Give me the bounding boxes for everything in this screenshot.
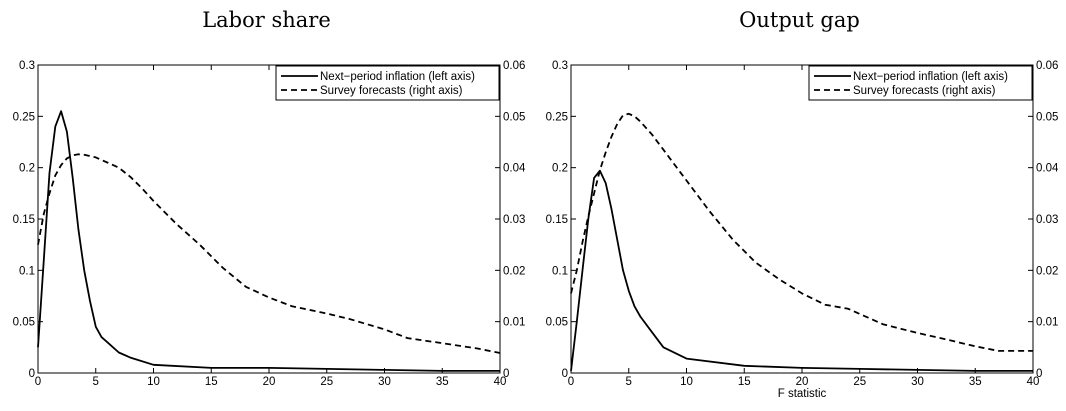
- legend-label: Survey forecasts (right axis): [853, 85, 996, 97]
- legend-box: [275, 65, 500, 101]
- y-tick-label-right: 0: [1036, 368, 1042, 380]
- y-tick-label-left: 0.25: [546, 111, 568, 123]
- y-tick-label-right: 0.03: [1036, 214, 1058, 226]
- y-tick-label-left: 0.1: [19, 265, 35, 277]
- y-tick-label-right: 0: [503, 368, 509, 380]
- y-tick-label-left: 0: [562, 368, 568, 380]
- y-tick-label-left: 0.15: [546, 214, 568, 226]
- chart-title: Output gap: [739, 8, 860, 32]
- y-tick-label-right: 0.01: [503, 317, 525, 329]
- plot-frame: [570, 64, 1034, 374]
- y-tick-label-left: 0.2: [552, 163, 568, 175]
- y-tick-label-right: 0.05: [503, 111, 525, 123]
- x-tick-label: 0: [568, 376, 574, 388]
- y-tick-label-right: 0.02: [1036, 265, 1058, 277]
- y-tick-label-right: 0.03: [503, 214, 525, 226]
- y-tick-label-left: 0.3: [552, 60, 568, 72]
- y-tick-label-right: 0.04: [503, 163, 526, 175]
- chart-title: Labor share: [202, 8, 331, 32]
- y-tick-label-right: 0.06: [1036, 60, 1058, 72]
- x-tick-label: 25: [853, 376, 866, 388]
- plot-frame: [37, 64, 501, 374]
- y-tick-label-left: 0.05: [546, 317, 568, 329]
- legend-label: Next−period inflation (left axis): [853, 71, 1008, 83]
- y-tick-label-left: 0.1: [552, 265, 568, 277]
- chart-panel-labor-share: Labor share 0 5 10 15 20 25 30 35 40 0 0.05 0.1 0.15…: [13, 8, 526, 388]
- x-tick-label: 10: [147, 376, 160, 388]
- x-tick-label: 35: [969, 376, 982, 388]
- y-tick-label-right: 0.02: [503, 265, 525, 277]
- y-tick-label-right: 0.06: [503, 60, 525, 72]
- x-tick-label: 0: [35, 376, 41, 388]
- x-tick-label: 35: [436, 376, 449, 388]
- y-tick-label-right: 0.01: [1036, 317, 1058, 329]
- x-tick-label: 15: [205, 376, 218, 388]
- x-tick-label: 20: [796, 376, 809, 388]
- y-tick-label-left: 0.25: [13, 111, 35, 123]
- x-axis-label: F statistic: [778, 388, 827, 400]
- y-tick-label-left: 0.05: [13, 317, 35, 329]
- x-tick-label: 5: [626, 376, 632, 388]
- series-line-0: [570, 169, 1033, 372]
- x-tick-label: 20: [263, 376, 276, 388]
- x-tick-label: 10: [680, 376, 693, 388]
- chart-panel-output-gap: Output gap 0 5 10 15 20 25 30 35 40 0 0.05 0.1 0.15 0…: [533, 0, 1066, 411]
- series-line-1: [570, 112, 1033, 352]
- x-tick-label: 30: [378, 376, 391, 388]
- chart-labor-share: 0 5 10 15 20 25 30 35 4000.050.10.150.20.250.300…: [13, 60, 526, 388]
- legend-box: [808, 65, 1033, 101]
- chart-output-gap: 0 5 10 15 20 25 30 35 4000.050.10.150.20.250.300…: [546, 60, 1059, 400]
- x-tick-label: 40: [1027, 376, 1040, 388]
- y-tick-label-left: 0.3: [19, 60, 35, 72]
- y-tick-label-right: 0.05: [1036, 111, 1058, 123]
- legend-label: Survey forecasts (right axis): [320, 85, 463, 97]
- series-line-0: [37, 110, 500, 372]
- y-tick-label-left: 0.15: [13, 214, 35, 226]
- x-tick-label: 40: [494, 376, 507, 388]
- x-tick-label: 15: [738, 376, 751, 388]
- y-tick-label-right: 0.04: [1036, 163, 1059, 175]
- legend-label: Next−period inflation (left axis): [320, 71, 475, 83]
- y-tick-label-left: 0: [29, 368, 35, 380]
- x-tick-label: 5: [93, 376, 99, 388]
- x-tick-label: 30: [911, 376, 924, 388]
- x-tick-label: 25: [320, 376, 333, 388]
- y-tick-label-left: 0.2: [19, 163, 35, 175]
